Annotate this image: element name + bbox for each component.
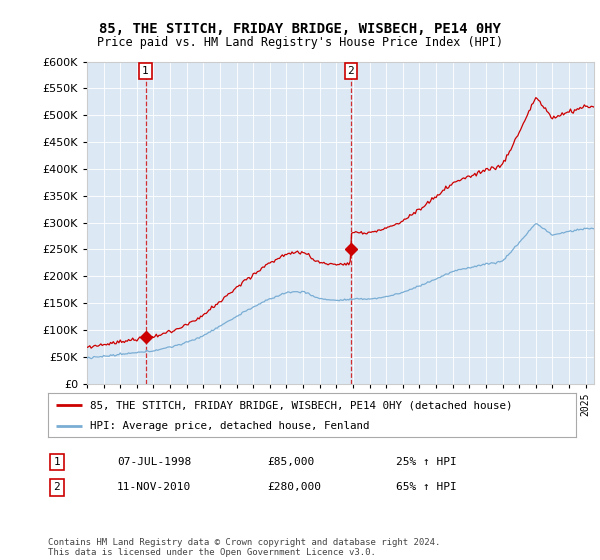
Text: 2: 2 [53,482,61,492]
Text: £85,000: £85,000 [267,457,314,467]
Text: 85, THE STITCH, FRIDAY BRIDGE, WISBECH, PE14 0HY (detached house): 85, THE STITCH, FRIDAY BRIDGE, WISBECH, … [90,400,513,410]
Text: Contains HM Land Registry data © Crown copyright and database right 2024.
This d: Contains HM Land Registry data © Crown c… [48,538,440,557]
Text: 25% ↑ HPI: 25% ↑ HPI [396,457,457,467]
Text: 1: 1 [53,457,61,467]
Text: 07-JUL-1998: 07-JUL-1998 [117,457,191,467]
Text: 2: 2 [347,66,354,76]
Text: 1: 1 [142,66,149,76]
Text: Price paid vs. HM Land Registry's House Price Index (HPI): Price paid vs. HM Land Registry's House … [97,36,503,49]
Text: 11-NOV-2010: 11-NOV-2010 [117,482,191,492]
Text: 85, THE STITCH, FRIDAY BRIDGE, WISBECH, PE14 0HY: 85, THE STITCH, FRIDAY BRIDGE, WISBECH, … [99,22,501,36]
Text: 65% ↑ HPI: 65% ↑ HPI [396,482,457,492]
Text: £280,000: £280,000 [267,482,321,492]
Text: HPI: Average price, detached house, Fenland: HPI: Average price, detached house, Fenl… [90,421,370,431]
